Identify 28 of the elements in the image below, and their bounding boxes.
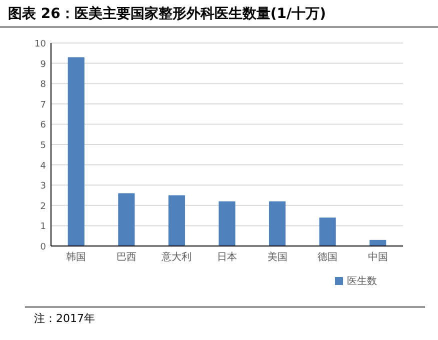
y-tick-label: 10: [34, 40, 46, 50]
bar: [370, 240, 386, 246]
bar: [68, 57, 84, 246]
x-tick-label: 韩国: [66, 251, 86, 263]
bar: [168, 195, 186, 246]
y-tick-label: 8: [40, 80, 46, 90]
x-tick-label: 美国: [267, 251, 288, 263]
x-tick-label: 意大利: [160, 251, 192, 263]
y-tick-label: 5: [40, 141, 46, 151]
y-tick-label: 2: [40, 202, 46, 212]
y-tick-label: 1: [40, 222, 46, 232]
y-tick-label: 7: [40, 100, 46, 110]
text: 注：2017年: [34, 312, 95, 325]
bar: [268, 201, 286, 246]
bar: [319, 218, 336, 246]
y-tick-label: 3: [40, 182, 46, 192]
x-tick-label: 巴西: [116, 252, 136, 263]
x-tick-label: 日本: [217, 251, 237, 263]
bar: [218, 201, 236, 246]
x-tick-label: 德国: [318, 252, 338, 263]
y-tick-label: 0: [40, 242, 46, 252]
y-tick-label: 6: [40, 120, 46, 131]
y-tick-label: 9: [40, 60, 46, 70]
chart-title: 图表 26：医美主要国家整形外科医生数量(1/十万): [8, 5, 326, 22]
x-tick-label: 中国: [368, 251, 388, 263]
y-tick-label: 4: [40, 161, 46, 172]
legend-label: 医生数: [347, 275, 377, 287]
bar: [118, 193, 135, 246]
